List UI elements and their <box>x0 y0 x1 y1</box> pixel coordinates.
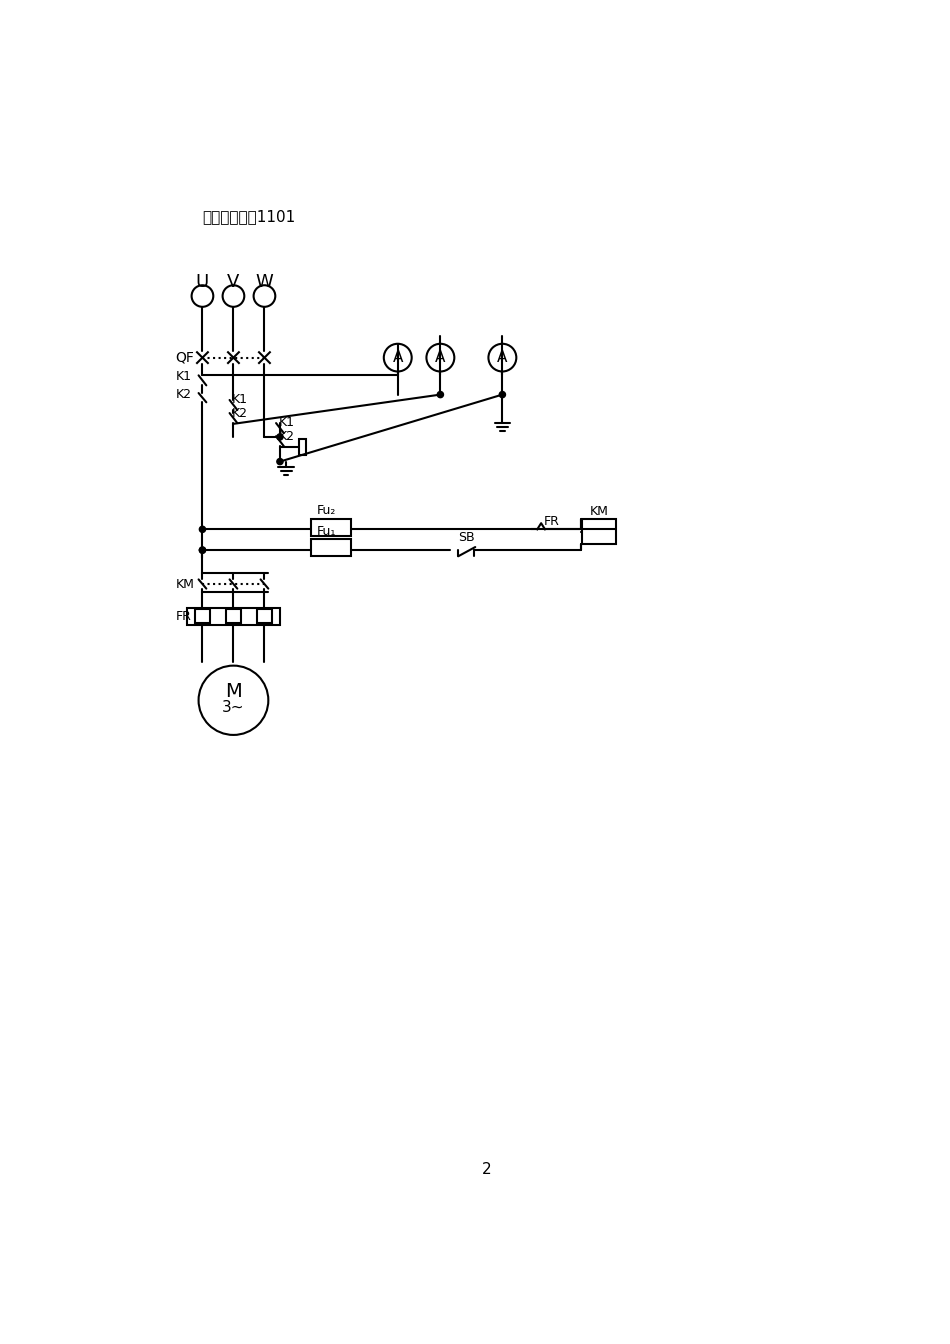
Bar <box>299 439 306 454</box>
Bar <box>582 519 617 544</box>
Text: K2: K2 <box>278 430 294 444</box>
Text: K1: K1 <box>278 415 294 429</box>
Circle shape <box>500 391 505 398</box>
Circle shape <box>192 285 214 306</box>
Bar <box>195 609 210 624</box>
Bar <box>311 539 352 556</box>
Circle shape <box>254 285 276 306</box>
Text: Fu₂: Fu₂ <box>317 504 336 517</box>
Circle shape <box>222 285 244 306</box>
Bar <box>226 609 241 624</box>
Text: QF: QF <box>176 351 194 364</box>
Bar <box>187 607 280 625</box>
Text: K2: K2 <box>232 407 248 421</box>
Circle shape <box>200 547 205 554</box>
Text: KM: KM <box>176 578 194 591</box>
Text: FR: FR <box>543 515 560 528</box>
Text: Fu₁: Fu₁ <box>317 526 336 538</box>
Text: A: A <box>497 351 507 366</box>
Circle shape <box>384 344 411 371</box>
Text: KM: KM <box>590 505 609 519</box>
Text: SB: SB <box>458 531 474 544</box>
Circle shape <box>488 344 517 371</box>
Circle shape <box>200 547 205 554</box>
Text: M: M <box>225 681 242 700</box>
Text: A: A <box>392 351 403 366</box>
Text: A: A <box>435 351 446 366</box>
Text: FR: FR <box>176 610 191 622</box>
Text: V: V <box>227 273 239 292</box>
Text: K2: K2 <box>176 388 191 401</box>
Circle shape <box>276 458 283 465</box>
Text: 3~: 3~ <box>222 700 245 715</box>
Circle shape <box>199 665 268 735</box>
Text: 2: 2 <box>482 1163 492 1177</box>
Text: 试卷编号：附1101: 试卷编号：附1101 <box>202 210 295 224</box>
Bar <box>311 519 352 535</box>
Circle shape <box>427 344 454 371</box>
Circle shape <box>276 434 283 439</box>
Text: U: U <box>196 273 209 292</box>
Text: K1: K1 <box>232 392 248 406</box>
Text: K1: K1 <box>176 371 191 383</box>
Circle shape <box>200 527 205 532</box>
Text: W: W <box>256 273 274 292</box>
Bar <box>256 609 273 624</box>
Circle shape <box>437 391 444 398</box>
